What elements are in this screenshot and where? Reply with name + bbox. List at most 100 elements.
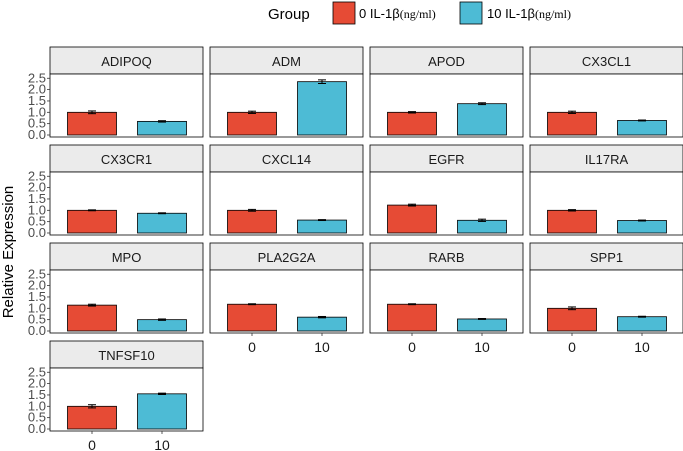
y-tick-label: 0.0 [28, 323, 46, 338]
x-tick-label: 0 [88, 437, 96, 451]
strip-label: APOD [428, 54, 465, 69]
bar-0 [67, 304, 117, 332]
strip-background [369, 242, 524, 271]
y-tick-label: 0.0 [28, 127, 46, 142]
strip-background [529, 46, 683, 75]
y-tick-label: 1.0 [28, 104, 46, 119]
panel-tnfsf10: TNFSF10 0.00.51.01.52.02.5 0 10 [28, 340, 204, 451]
y-tick-label: 1.0 [28, 398, 46, 413]
x-tick-label: 0 [248, 339, 256, 355]
strip-background [49, 46, 204, 75]
y-tick-label: 2.0 [28, 180, 46, 195]
bar-10 [297, 81, 347, 136]
bar-10 [137, 212, 187, 234]
bar-10 [137, 319, 187, 332]
y-tick-label: 1.0 [28, 202, 46, 217]
y-tick-label: 0.5 [28, 116, 46, 131]
bar-10 [457, 219, 507, 234]
bar-0 [547, 307, 597, 332]
legend-label-control: 0 IL-1β(ng/ml) [359, 6, 436, 21]
legend-label-treated: 10 IL-1β(ng/ml) [487, 6, 571, 21]
bar-10 [617, 220, 667, 234]
strip-label: CX3CL1 [582, 54, 631, 69]
y-tick-label: 2.0 [28, 82, 46, 97]
panel-adipoq: ADIPOQ 0.00.51.01.52.02.5 [28, 46, 204, 142]
y-tick-label: 0.5 [28, 312, 46, 327]
bar-0 [547, 209, 597, 234]
panel-spp1: SPP1 0 10 [529, 242, 683, 355]
strip-label: IL17RA [585, 152, 629, 167]
bar-10 [457, 318, 507, 332]
strip-background [49, 242, 204, 271]
y-tick-label: 1.5 [28, 387, 46, 402]
y-tick-label: 0.5 [28, 410, 46, 425]
y-tick-label: 1.5 [28, 289, 46, 304]
strip-background [369, 46, 524, 75]
x-tick-label: 10 [634, 339, 650, 355]
legend-swatch-control [332, 1, 356, 25]
y-tick-label: 2.0 [28, 278, 46, 293]
y-tick-label: 2.5 [28, 70, 46, 85]
y-axis-label: Relative Expression [0, 186, 17, 319]
strip-label: TNFSF10 [98, 348, 154, 363]
y-tick-label: 0.0 [28, 421, 46, 436]
y-tick-label: 2.5 [28, 364, 46, 379]
strip-background [529, 242, 683, 271]
bar-0 [547, 111, 597, 136]
y-tick-label: 2.0 [28, 376, 46, 391]
panel-mpo: MPO 0.00.51.01.52.02.5 [28, 242, 204, 338]
legend-swatch-treated [459, 1, 483, 25]
legend-title: Group [268, 6, 310, 23]
panel-cx3cl1: CX3CL1 [529, 46, 683, 138]
bar-0 [227, 209, 277, 234]
strip-background [49, 144, 204, 173]
panel-cx3cr1: CX3CR1 0.00.51.01.52.02.5 [28, 144, 204, 240]
bar-0 [387, 204, 437, 234]
strip-background [209, 46, 364, 75]
bar-10 [617, 120, 667, 136]
x-tick-label: 0 [568, 339, 576, 355]
strip-label: ADIPOQ [101, 54, 152, 69]
panel-cxcl14: CXCL14 [209, 144, 364, 236]
y-tick-label: 0.5 [28, 214, 46, 229]
y-tick-label: 2.5 [28, 266, 46, 281]
bar-10 [297, 219, 347, 234]
panel-pla2g2a: PLA2G2A 0 10 [209, 242, 364, 355]
bar-0 [67, 209, 117, 234]
y-tick-label: 2.5 [28, 168, 46, 183]
bar-10 [617, 316, 667, 332]
strip-background [209, 144, 364, 173]
bar-0 [387, 111, 437, 136]
strip-label: SPP1 [590, 250, 623, 265]
strip-label: ADM [272, 54, 301, 69]
y-tick-label: 1.5 [28, 93, 46, 108]
bar-10 [457, 103, 507, 136]
y-tick-label: 1.5 [28, 191, 46, 206]
bar-10 [137, 120, 187, 136]
y-tick-label: 0.0 [28, 225, 46, 240]
strip-label: PLA2G2A [258, 250, 316, 265]
bar-10 [297, 316, 347, 332]
strip-label: CXCL14 [262, 152, 311, 167]
bar-0 [227, 303, 277, 332]
strip-label: RARB [428, 250, 464, 265]
panel-rarb: RARB 0 10 [369, 242, 524, 355]
y-tick-label: 1.0 [28, 300, 46, 315]
panel-adm: ADM [209, 46, 364, 138]
bar-0 [67, 111, 117, 136]
panel-il17ra: IL17RA [529, 144, 683, 236]
strip-label: EGFR [428, 152, 464, 167]
x-tick-label: 10 [154, 437, 170, 451]
x-tick-label: 10 [474, 339, 490, 355]
bar-0 [387, 303, 437, 332]
strip-label: MPO [112, 250, 142, 265]
x-tick-label: 10 [314, 339, 330, 355]
strip-label: CX3CR1 [101, 152, 152, 167]
bar-0 [227, 111, 277, 136]
bar-10 [137, 393, 187, 430]
panel-egfr: EGFR [369, 144, 524, 236]
strip-background [369, 144, 524, 173]
strip-background [529, 144, 683, 173]
